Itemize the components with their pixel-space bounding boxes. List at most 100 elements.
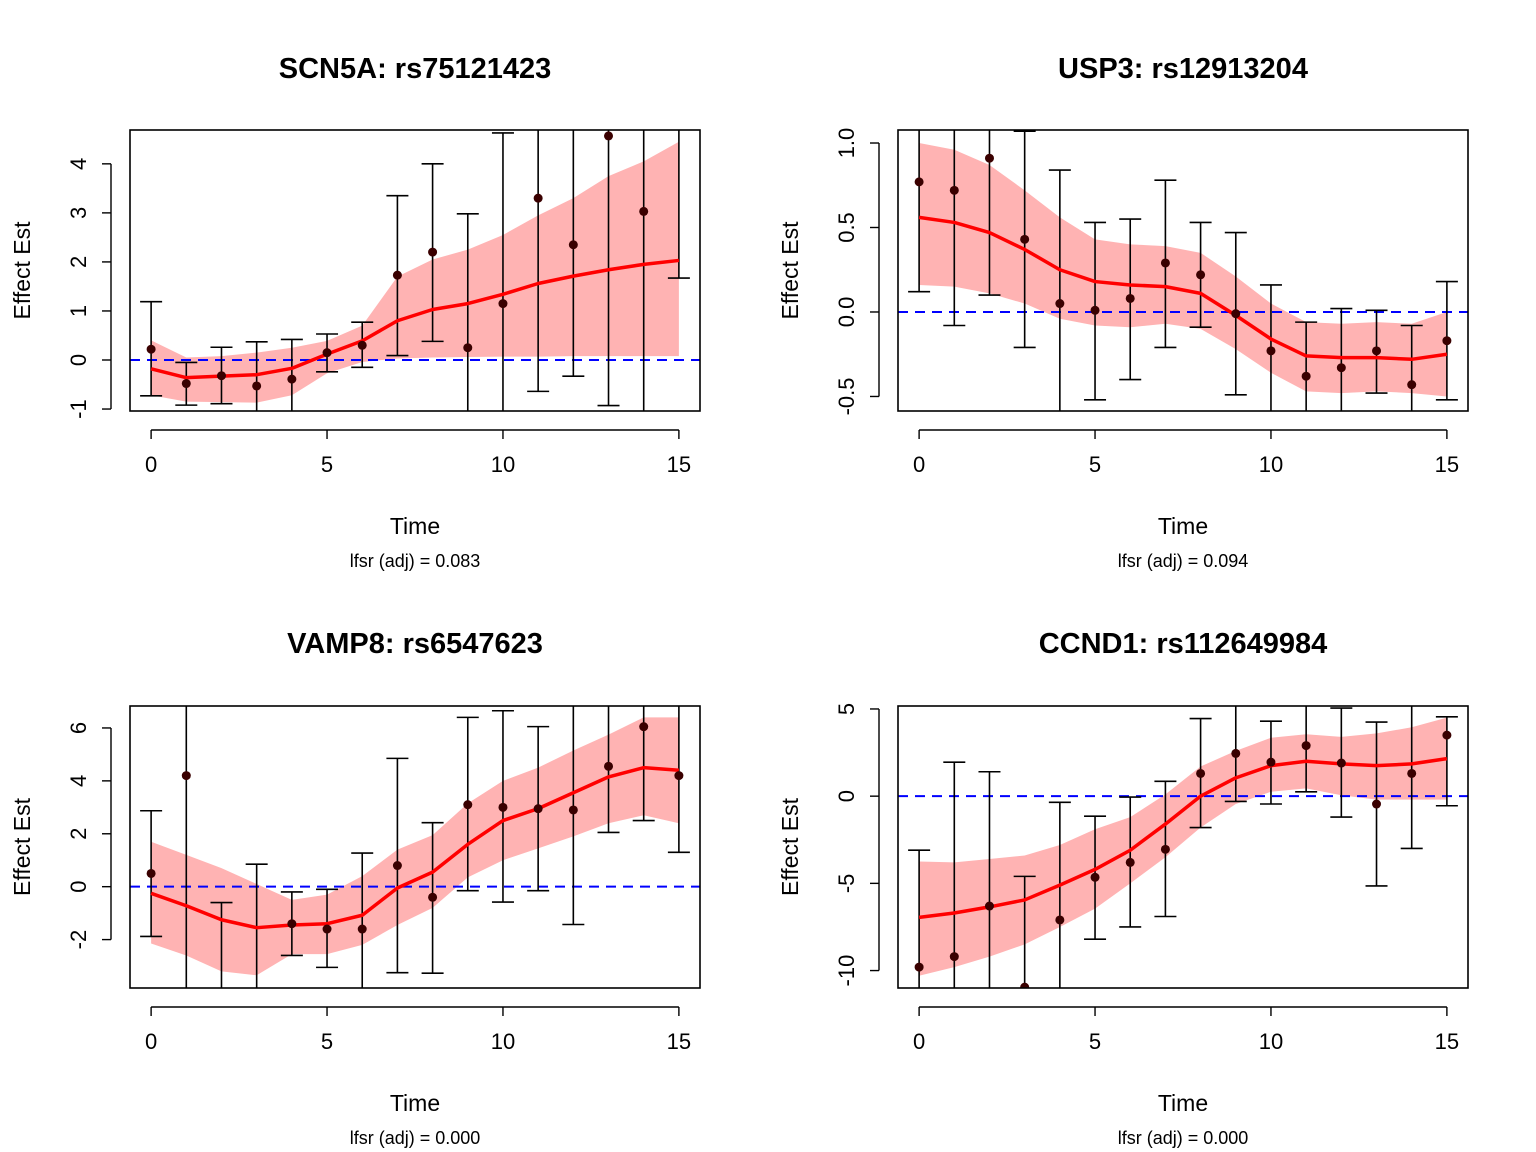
x-tick-label: 10 — [491, 1029, 515, 1054]
y-tick-label: 4 — [66, 775, 91, 787]
y-tick-label: -0.5 — [834, 378, 859, 416]
data-point — [914, 177, 924, 187]
data-point — [357, 340, 367, 350]
lfsr-subtitle: lfsr (adj) = 0.000 — [1118, 1128, 1249, 1148]
data-point — [252, 381, 262, 391]
plot-area — [898, 130, 1468, 411]
x-tick-label: 10 — [1259, 1029, 1283, 1054]
plot-frame — [897, 129, 1469, 412]
plot-area — [898, 706, 1468, 988]
data-point — [1336, 363, 1346, 373]
data-point — [287, 919, 297, 929]
data-point — [1055, 299, 1065, 309]
data-point — [604, 131, 614, 141]
error-bar — [491, 132, 514, 411]
y-tick-label: 2 — [66, 256, 91, 268]
error-bar — [1048, 801, 1071, 988]
y-tick-label: 2 — [66, 828, 91, 840]
plot-frame — [129, 705, 701, 989]
lfsr-subtitle: lfsr (adj) = 0.083 — [350, 551, 481, 571]
error-bar — [667, 130, 690, 279]
plot-frame — [897, 705, 1469, 989]
y-tick-label: 1.0 — [834, 128, 859, 159]
x-axis-label: Time — [1158, 513, 1208, 539]
x-tick-label: 10 — [1259, 452, 1283, 477]
fitted-line — [150, 765, 680, 930]
y-axis-label: Effect Est — [777, 797, 803, 896]
y-tick-label: 0 — [66, 881, 91, 893]
fitted-line — [918, 756, 1448, 920]
data-point — [1196, 768, 1206, 778]
fitted-line — [150, 258, 680, 380]
data-point — [1020, 234, 1030, 244]
y-axis-label: Effect Est — [777, 221, 803, 320]
error-bar — [351, 852, 374, 988]
y-axis-label: Effect Est — [9, 797, 35, 896]
x-axis: 0 5 10 15 — [145, 429, 691, 477]
confidence-band — [919, 143, 1447, 397]
x-axis: 0 5 10 15 — [913, 1006, 1459, 1054]
data-point — [949, 952, 959, 962]
x-tick-label: 5 — [321, 1029, 333, 1054]
plot-area — [130, 706, 700, 988]
data-point — [1125, 857, 1135, 867]
error-bar — [245, 341, 268, 411]
data-point — [428, 247, 438, 257]
error-bar — [210, 901, 233, 988]
data-point — [181, 379, 191, 389]
data-point — [428, 892, 438, 902]
x-tick-label: 15 — [1435, 452, 1459, 477]
confidence-band — [151, 717, 679, 976]
plot-frame — [129, 129, 701, 412]
error-bar — [597, 130, 620, 407]
y-tick-label: -2 — [66, 930, 91, 950]
y-axis: -0.5 0.0 0.5 1.0 — [834, 128, 880, 416]
data-point — [984, 901, 994, 911]
lfsr-subtitle: lfsr (adj) = 0.000 — [350, 1128, 481, 1148]
data-point — [498, 802, 508, 812]
x-axis: 0 5 10 15 — [913, 429, 1459, 477]
data-point — [463, 800, 473, 810]
data-point — [392, 861, 402, 871]
data-point — [1196, 270, 1206, 280]
data-point — [322, 348, 332, 358]
x-tick-label: 0 — [145, 452, 157, 477]
data-point — [1372, 346, 1382, 356]
data-point — [146, 344, 156, 354]
x-axis-label: Time — [390, 513, 440, 539]
data-point — [1125, 293, 1135, 303]
lfsr-subtitle: lfsr (adj) = 0.094 — [1118, 551, 1249, 571]
x-axis: 0 5 10 15 — [145, 1006, 691, 1054]
y-tick-label: 0 — [66, 354, 91, 366]
y-tick-label: 5 — [834, 703, 859, 715]
error-bar — [1013, 875, 1036, 988]
data-point — [1442, 730, 1452, 740]
data-point — [1266, 346, 1276, 356]
data-point — [498, 299, 508, 309]
error-bar — [1330, 307, 1353, 411]
data-point — [1301, 371, 1311, 381]
error-bar — [527, 130, 550, 393]
y-tick-label: 4 — [66, 158, 91, 170]
data-point — [287, 374, 297, 384]
error-bar — [1295, 321, 1318, 411]
x-tick-label: 15 — [667, 452, 691, 477]
data-point — [1407, 768, 1417, 778]
confidence-band — [919, 717, 1447, 976]
data-point — [146, 868, 156, 878]
error-bar — [456, 213, 479, 411]
data-point — [463, 343, 473, 353]
data-point — [1020, 982, 1030, 988]
data-point — [674, 771, 684, 781]
data-point — [533, 804, 543, 814]
data-point — [639, 722, 649, 732]
panel-title: USP3: rs12913204 — [1058, 53, 1308, 85]
panel-3: 0 5 10 15 -2 0 2 4 6 VAMP8: rs6547623 Time lfsr (ad… — [9, 628, 701, 1148]
data-point — [568, 240, 578, 250]
data-point — [1336, 758, 1346, 768]
data-point — [1266, 757, 1276, 767]
data-point — [1231, 748, 1241, 758]
data-point — [568, 805, 578, 815]
y-tick-label: 1 — [66, 305, 91, 317]
data-point — [1301, 741, 1311, 751]
